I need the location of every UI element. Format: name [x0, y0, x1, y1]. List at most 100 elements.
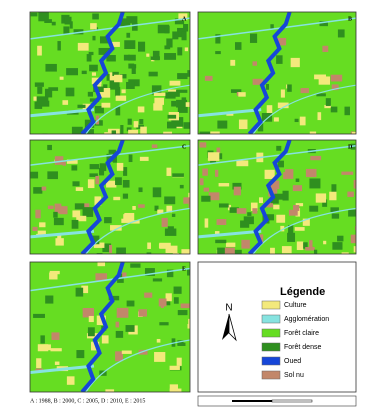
land-patch [225, 248, 235, 255]
land-patch [138, 309, 146, 316]
land-patch [40, 335, 44, 343]
land-patch [282, 246, 292, 253]
land-patch [185, 47, 188, 51]
land-patch [72, 181, 79, 186]
land-patch [172, 31, 178, 39]
land-patch [354, 246, 362, 252]
map-panel [30, 140, 196, 262]
land-patch [72, 210, 80, 217]
land-patch [132, 206, 135, 210]
land-patch [250, 34, 257, 43]
land-patch [323, 241, 326, 244]
land-patch [149, 72, 158, 77]
legend-label: Oued [284, 358, 301, 365]
land-patch [60, 77, 64, 80]
land-patch [90, 23, 97, 29]
land-patch [177, 343, 185, 346]
land-patch [92, 36, 95, 41]
land-patch [75, 203, 84, 209]
land-patch [88, 179, 95, 188]
land-patch [319, 76, 330, 84]
land-patch [89, 52, 94, 55]
land-patch [180, 185, 184, 188]
land-patch [139, 187, 143, 192]
land-patch [89, 316, 94, 322]
land-patch [95, 273, 107, 280]
land-patch [71, 165, 77, 170]
land-patch [262, 113, 272, 122]
land-patch [130, 263, 140, 267]
land-patch [49, 273, 57, 280]
land-patch [153, 103, 162, 110]
land-patch [236, 160, 248, 166]
land-patch [239, 120, 248, 130]
map-panel [30, 12, 197, 142]
land-patch [48, 206, 54, 209]
land-patch [77, 105, 85, 108]
land-patch [166, 168, 171, 176]
land-patch [240, 221, 249, 228]
land-patch [76, 288, 84, 297]
land-patch [37, 96, 49, 105]
land-patch [154, 93, 166, 96]
land-patch [200, 132, 211, 141]
land-patch [338, 29, 345, 37]
land-patch [215, 170, 218, 177]
land-patch [200, 142, 207, 147]
land-patch [44, 344, 51, 350]
land-patch [309, 178, 320, 188]
north-label: N [225, 303, 232, 314]
land-patch [72, 220, 79, 229]
land-patch [51, 332, 59, 340]
land-patch [88, 327, 95, 336]
land-patch [318, 112, 322, 120]
land-patch [217, 148, 221, 154]
land-patch [117, 308, 129, 318]
legend-label: Forêt claire [284, 330, 319, 337]
land-patch [171, 101, 176, 107]
land-patch [147, 252, 152, 258]
land-patch [186, 102, 197, 107]
land-patch [98, 262, 106, 266]
land-patch [33, 187, 42, 194]
land-patch [152, 144, 158, 148]
land-patch [341, 172, 353, 175]
land-patch [273, 205, 279, 209]
land-patch [37, 87, 42, 94]
land-patch [351, 235, 356, 244]
land-patch [356, 211, 363, 215]
land-patch [104, 132, 111, 139]
land-patch [165, 26, 170, 34]
land-patch [123, 167, 127, 176]
land-patch [151, 56, 160, 60]
land-patch [128, 119, 132, 125]
land-patch [177, 73, 187, 79]
land-patch [293, 185, 302, 191]
land-patch [168, 115, 177, 119]
land-patch [342, 252, 349, 260]
land-patch [217, 219, 227, 225]
land-patch [184, 122, 194, 129]
land-patch [253, 61, 258, 65]
land-patch [115, 177, 122, 185]
land-patch [219, 203, 229, 207]
land-patch [177, 47, 182, 55]
land-patch [183, 197, 195, 203]
land-patch [95, 176, 99, 184]
land-patch [178, 310, 188, 315]
land-patch [48, 87, 58, 91]
land-patch [287, 84, 292, 91]
land-patch [200, 178, 204, 185]
land-patch [104, 217, 112, 223]
land-patch [188, 324, 191, 329]
scale-bar [272, 400, 312, 402]
land-patch [63, 26, 69, 33]
land-patch [202, 168, 208, 175]
land-patch [114, 75, 122, 82]
land-patch [66, 68, 78, 75]
land-patch [309, 206, 318, 212]
land-patch [72, 127, 83, 137]
land-patch [296, 179, 300, 182]
land-patch [124, 40, 135, 49]
land-patch [120, 125, 123, 134]
